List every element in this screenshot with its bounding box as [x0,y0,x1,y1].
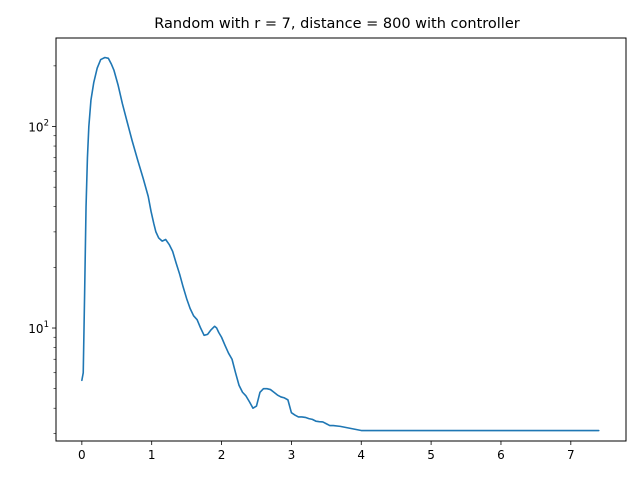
y-tick-label-exponent: 1 [44,320,49,330]
x-tick-label: 2 [218,448,226,462]
x-tick-label: 3 [288,448,296,462]
plot-area-frame [55,37,627,442]
x-tick-label: 0 [78,448,86,462]
y-tick-label-base: 10 [28,121,43,135]
y-tick-label-base: 10 [28,322,43,336]
x-axis-ticks: 0 1 2 3 4 5 6 7 [78,441,575,462]
x-tick-label: 5 [427,448,435,462]
plot-lines [81,56,600,432]
x-tick-label: 7 [567,448,575,462]
series-line [81,56,600,432]
x-tick-label: 1 [148,448,156,462]
y-tick-label-exponent: 2 [44,119,49,129]
y-tick-label: 101 [28,320,49,336]
x-tick-label: 4 [357,448,365,462]
y-tick-label: 102 [28,119,49,135]
chart-title: Random with r = 7, distance = 800 with c… [154,16,519,32]
x-tick-label: 6 [497,448,505,462]
